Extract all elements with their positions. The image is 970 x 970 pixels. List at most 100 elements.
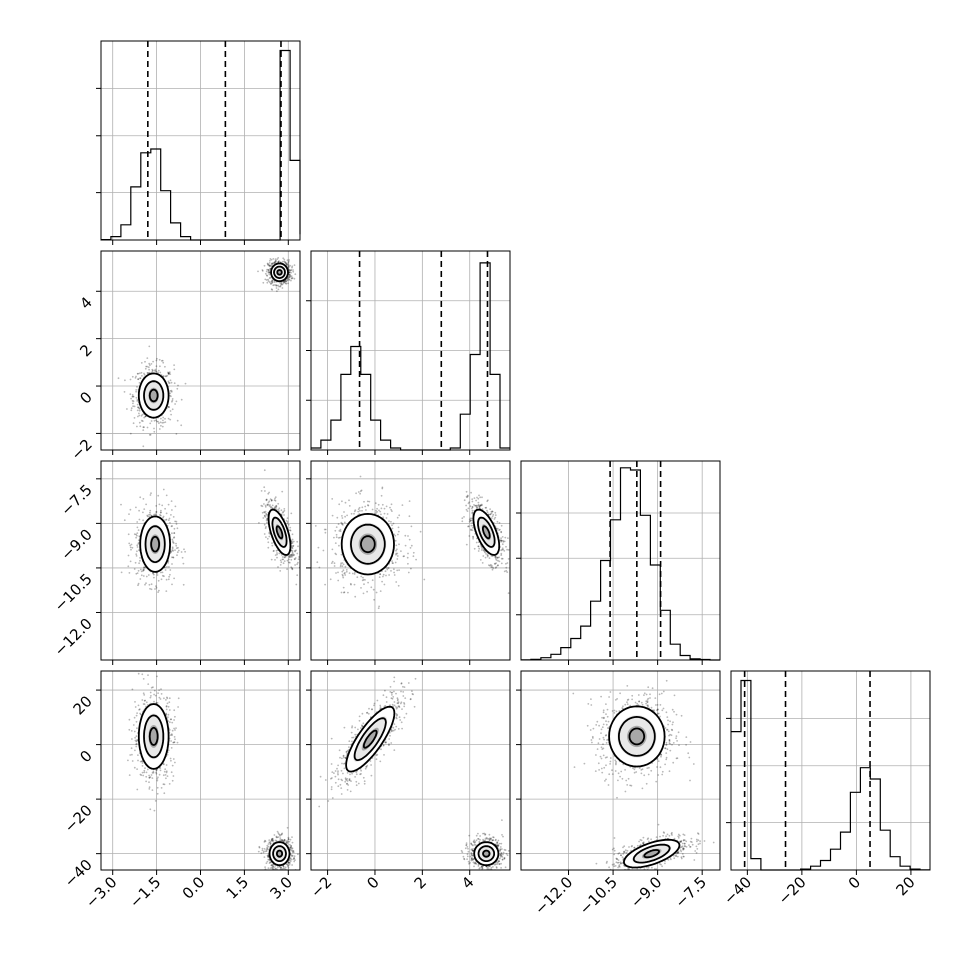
scatter-point [177,697,180,700]
scatter-point [270,265,273,267]
scatter-point [129,544,132,547]
scatter-point [331,498,334,500]
scatter-point [169,721,171,724]
scatter-point [268,500,271,503]
scatter-point [505,569,508,572]
scatter-point [273,506,276,509]
scatter-point [359,510,361,512]
scatter-point [282,558,285,561]
scatter-point [274,261,277,264]
scatter-point [142,569,145,571]
scatter-point [135,740,138,743]
scatter-point [265,513,268,516]
scatter-point [290,553,293,556]
scatter-point [177,546,179,549]
scatter-point [156,792,159,795]
scatter-point [140,371,143,374]
scatter-point [288,861,291,864]
scatter-point [265,526,267,528]
scatter-point [135,389,138,391]
scatter-point [277,836,280,838]
scatter-point [136,372,139,375]
scatter-point [290,269,292,271]
scatter-point [261,849,264,852]
scatter-point [158,428,161,430]
scatter-point [124,379,126,382]
scatter-point [408,515,411,518]
density-contour [150,535,160,553]
scatter-point [131,688,134,691]
scatter-point [138,549,140,551]
density-contour [267,508,292,556]
panel-frame [310,460,511,661]
scatter-point [359,475,362,478]
scatter-point [412,551,415,554]
scatter-point [500,554,503,556]
scatter-point [331,560,334,563]
scatter-point [344,501,347,504]
scatter-point [348,572,351,574]
scatter-point [137,582,140,585]
scatter-point [467,525,470,528]
scatter-point [288,554,291,556]
scatter-point [146,426,149,429]
scatter-point [164,375,167,378]
scatter-point [171,563,173,565]
scatter-point [162,361,165,364]
scatter-point [136,409,139,412]
scatter-point [523,582,525,584]
scatter-point [137,754,139,756]
scatter-point [294,564,296,566]
scatter-point [486,511,489,514]
scatter-point [157,776,159,779]
scatter-point [171,408,174,411]
scatter-point [146,514,149,517]
scatter-point [291,552,294,555]
scatter-point [162,419,164,422]
scatter-point [136,727,138,730]
scatter-point [267,501,270,504]
scatter-point [341,570,344,573]
scatter-point [290,279,292,282]
scatter-point [134,706,137,708]
scatter-point [176,551,179,554]
scatter-point [331,548,334,551]
scatter-point [128,774,131,776]
scatter-point [403,555,405,557]
scatter-point [341,515,343,517]
scatter-point [362,576,364,579]
scatter-point [285,842,288,844]
scatter-point [293,860,296,863]
scatter-point [290,555,292,558]
scatter-point [268,271,271,273]
scatter-point [291,542,294,544]
scatter-point [270,499,273,502]
scatter-point [135,396,138,399]
scatter-point [393,574,396,576]
scatter-point [143,372,145,375]
scatter-point [173,532,176,534]
scatter-point [493,518,496,520]
scatter-point [165,518,168,521]
scatter-point [286,840,288,842]
scatter-point [344,565,347,568]
scatter-point [375,591,378,594]
scatter-point [128,513,130,515]
scatter-point [155,511,158,513]
scatter-point [396,552,399,555]
scatter-point [171,549,174,552]
scatter-point [268,273,271,276]
scatter-point [136,425,138,428]
scatter-point [341,523,343,526]
scatter-point [354,509,357,511]
scatter-point [147,674,149,676]
scatter-point [495,559,498,561]
scatter-point [136,546,139,548]
scatter-point [168,783,171,785]
scatter-point [467,502,470,505]
scatter-point [322,549,325,552]
scatter-point [297,558,300,561]
scatter-point [142,429,145,431]
scatter-point [263,515,266,517]
